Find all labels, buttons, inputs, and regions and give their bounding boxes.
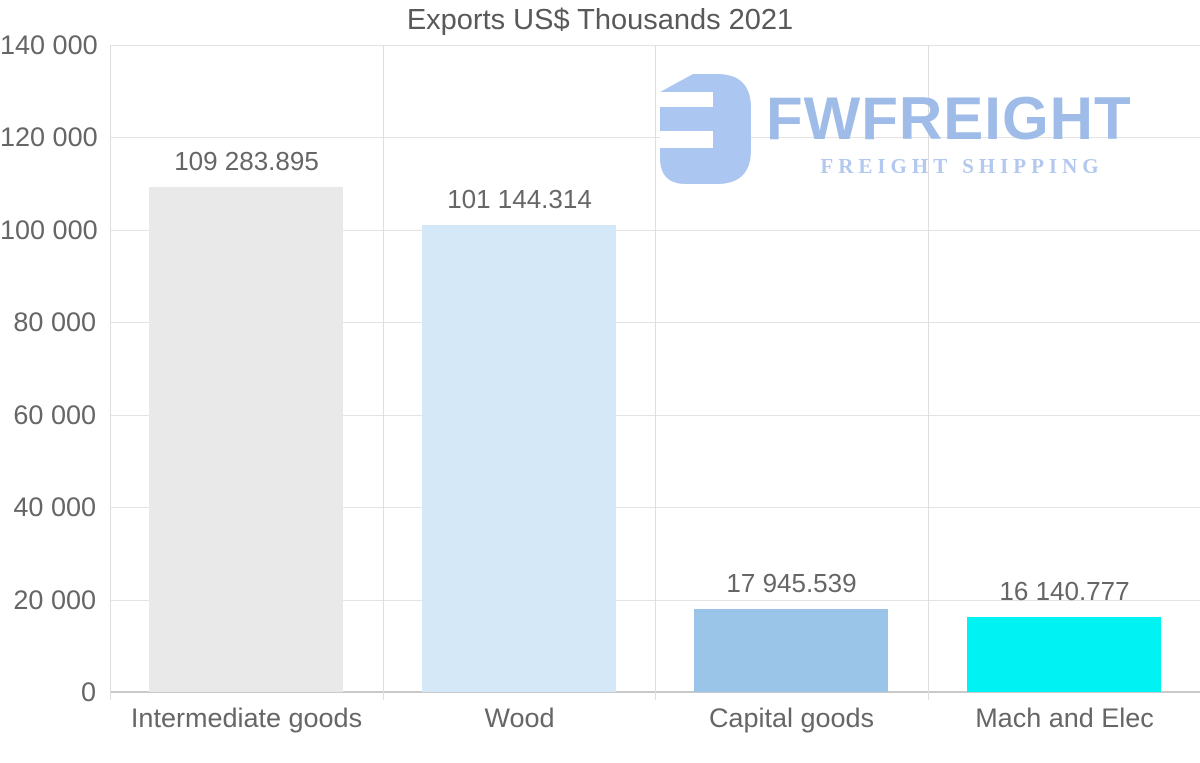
x-category-label: Intermediate goods bbox=[130, 703, 363, 733]
bar-value-label: 109 283.895 bbox=[174, 146, 319, 176]
y-tick-label: 20 000 bbox=[13, 584, 96, 615]
gridline-v bbox=[655, 45, 656, 700]
bar-intermediate-goods bbox=[149, 187, 343, 692]
logo-text-block: FWFREIGHT FREIGHT SHIPPING bbox=[766, 88, 1158, 179]
y-tick-label: 60 000 bbox=[13, 399, 96, 430]
bar-mach-and-elec bbox=[967, 617, 1161, 692]
y-tick-label: 120 000 bbox=[0, 122, 98, 153]
bar-value-label: 16 140.777 bbox=[999, 576, 1130, 606]
bar-value-label: 101 144.314 bbox=[447, 184, 592, 214]
bar-wood bbox=[422, 225, 616, 692]
y-tick-label: 100 000 bbox=[0, 214, 98, 245]
y-axis-line bbox=[110, 45, 111, 700]
fwfreight-logo-icon bbox=[660, 74, 751, 184]
logo-tagline-text: FREIGHT SHIPPING bbox=[820, 154, 1104, 178]
bar-capital-goods bbox=[694, 609, 888, 692]
watermark-logo: FWFREIGHT FREIGHT SHIPPING bbox=[648, 66, 1158, 188]
y-tick-label: 0 bbox=[80, 677, 96, 707]
x-category-label: Capital goods bbox=[708, 703, 875, 733]
plot-area: 109 283.895 101 144.314 17 945.539 16 140.7… bbox=[110, 45, 1200, 700]
gridline-v bbox=[383, 45, 384, 700]
y-tick-label: 140 000 bbox=[0, 30, 98, 60]
x-category-label: Mach and Elec bbox=[975, 703, 1154, 733]
bar-value-label: 17 945.539 bbox=[726, 568, 857, 598]
gridline-v bbox=[928, 45, 929, 700]
y-tick-label: 40 000 bbox=[13, 492, 96, 523]
x-category-label: Wood bbox=[484, 703, 555, 733]
y-tick-label: 80 000 bbox=[13, 307, 96, 338]
chart-title: Exports US$ Thousands 2021 bbox=[406, 4, 794, 36]
logo-brand-text: FWFREIGHT bbox=[766, 85, 1132, 152]
